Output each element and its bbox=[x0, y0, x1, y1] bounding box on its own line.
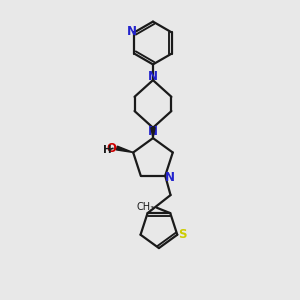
Polygon shape bbox=[116, 146, 133, 152]
Text: S: S bbox=[178, 228, 187, 241]
Text: N: N bbox=[165, 171, 175, 184]
Text: N: N bbox=[148, 125, 158, 138]
Text: N: N bbox=[127, 25, 137, 38]
Text: O: O bbox=[106, 142, 116, 154]
Text: CH₃: CH₃ bbox=[136, 202, 154, 212]
Text: H: H bbox=[103, 146, 111, 155]
Polygon shape bbox=[151, 128, 155, 138]
Text: N: N bbox=[148, 70, 158, 83]
